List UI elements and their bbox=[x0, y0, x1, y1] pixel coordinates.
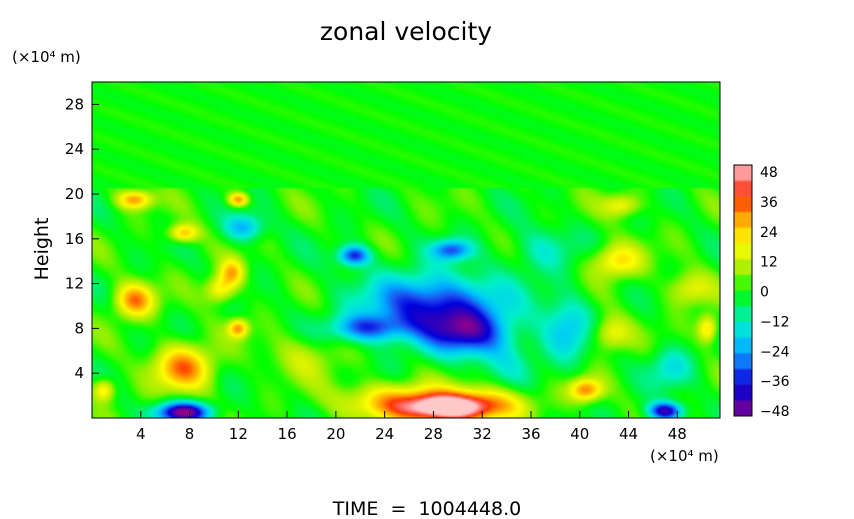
colorbar-tick-label: −48 bbox=[760, 404, 790, 420]
x-tick-label: 48 bbox=[668, 425, 687, 443]
heatmap-plot-area bbox=[91, 81, 721, 419]
x-tick-label: 4 bbox=[136, 425, 146, 443]
x-tick-label: 44 bbox=[619, 425, 638, 443]
y-tick-label: 20 bbox=[65, 185, 84, 203]
colorbar-tick-label: −24 bbox=[760, 344, 790, 360]
y-tick-label: 16 bbox=[65, 230, 84, 248]
colorbar-tick-label: −36 bbox=[760, 374, 790, 390]
x-tick-label: 12 bbox=[229, 425, 248, 443]
colorbar-tick-label: 36 bbox=[760, 195, 778, 211]
time-footer: TIME = 1004448.0 bbox=[332, 498, 521, 519]
colorbar-tick-label: 0 bbox=[760, 285, 769, 301]
y-tick-label: 12 bbox=[65, 275, 84, 293]
y-tick-label: 4 bbox=[74, 364, 84, 382]
x-tick-label: 32 bbox=[473, 425, 492, 443]
colorbar-tick-label: 12 bbox=[760, 255, 778, 271]
y-tick-label: 8 bbox=[74, 319, 84, 337]
colorbar-tick-label: 48 bbox=[760, 165, 778, 181]
x-tick-label: 28 bbox=[424, 425, 443, 443]
y-axis-unit: (×10⁴ m) bbox=[12, 48, 81, 66]
heatmap-image bbox=[92, 82, 720, 418]
colorbar-gradient bbox=[734, 165, 752, 416]
x-axis-ticks: 4 8 12 16 20 24 28 32 36 40 44 48 bbox=[136, 411, 687, 443]
colorbar-tick-label: 24 bbox=[760, 225, 778, 241]
y-axis-label: Height bbox=[31, 218, 53, 281]
x-axis-unit: (×10⁴ m) bbox=[650, 447, 719, 465]
x-tick-label: 20 bbox=[326, 425, 345, 443]
x-tick-label: 8 bbox=[185, 425, 195, 443]
x-tick-label: 40 bbox=[570, 425, 589, 443]
colorbar-labels: 48 36 24 12 0 −12 −24 −36 −48 bbox=[760, 165, 790, 420]
x-tick-label: 24 bbox=[375, 425, 394, 443]
x-tick-label: 36 bbox=[521, 425, 540, 443]
y-tick-label: 28 bbox=[65, 95, 84, 113]
colorbar-tick-label: −12 bbox=[760, 314, 790, 330]
plot-frame bbox=[91, 81, 721, 419]
colorbar: 48 36 24 12 0 −12 −24 −36 −48 bbox=[733, 164, 790, 420]
y-tick-label: 24 bbox=[65, 140, 84, 158]
colorbar-frame bbox=[733, 164, 753, 417]
y-axis-ticks: 4 8 12 16 20 24 28 bbox=[65, 95, 99, 382]
x-tick-label: 16 bbox=[278, 425, 297, 443]
chart-title: zonal velocity bbox=[320, 17, 492, 46]
